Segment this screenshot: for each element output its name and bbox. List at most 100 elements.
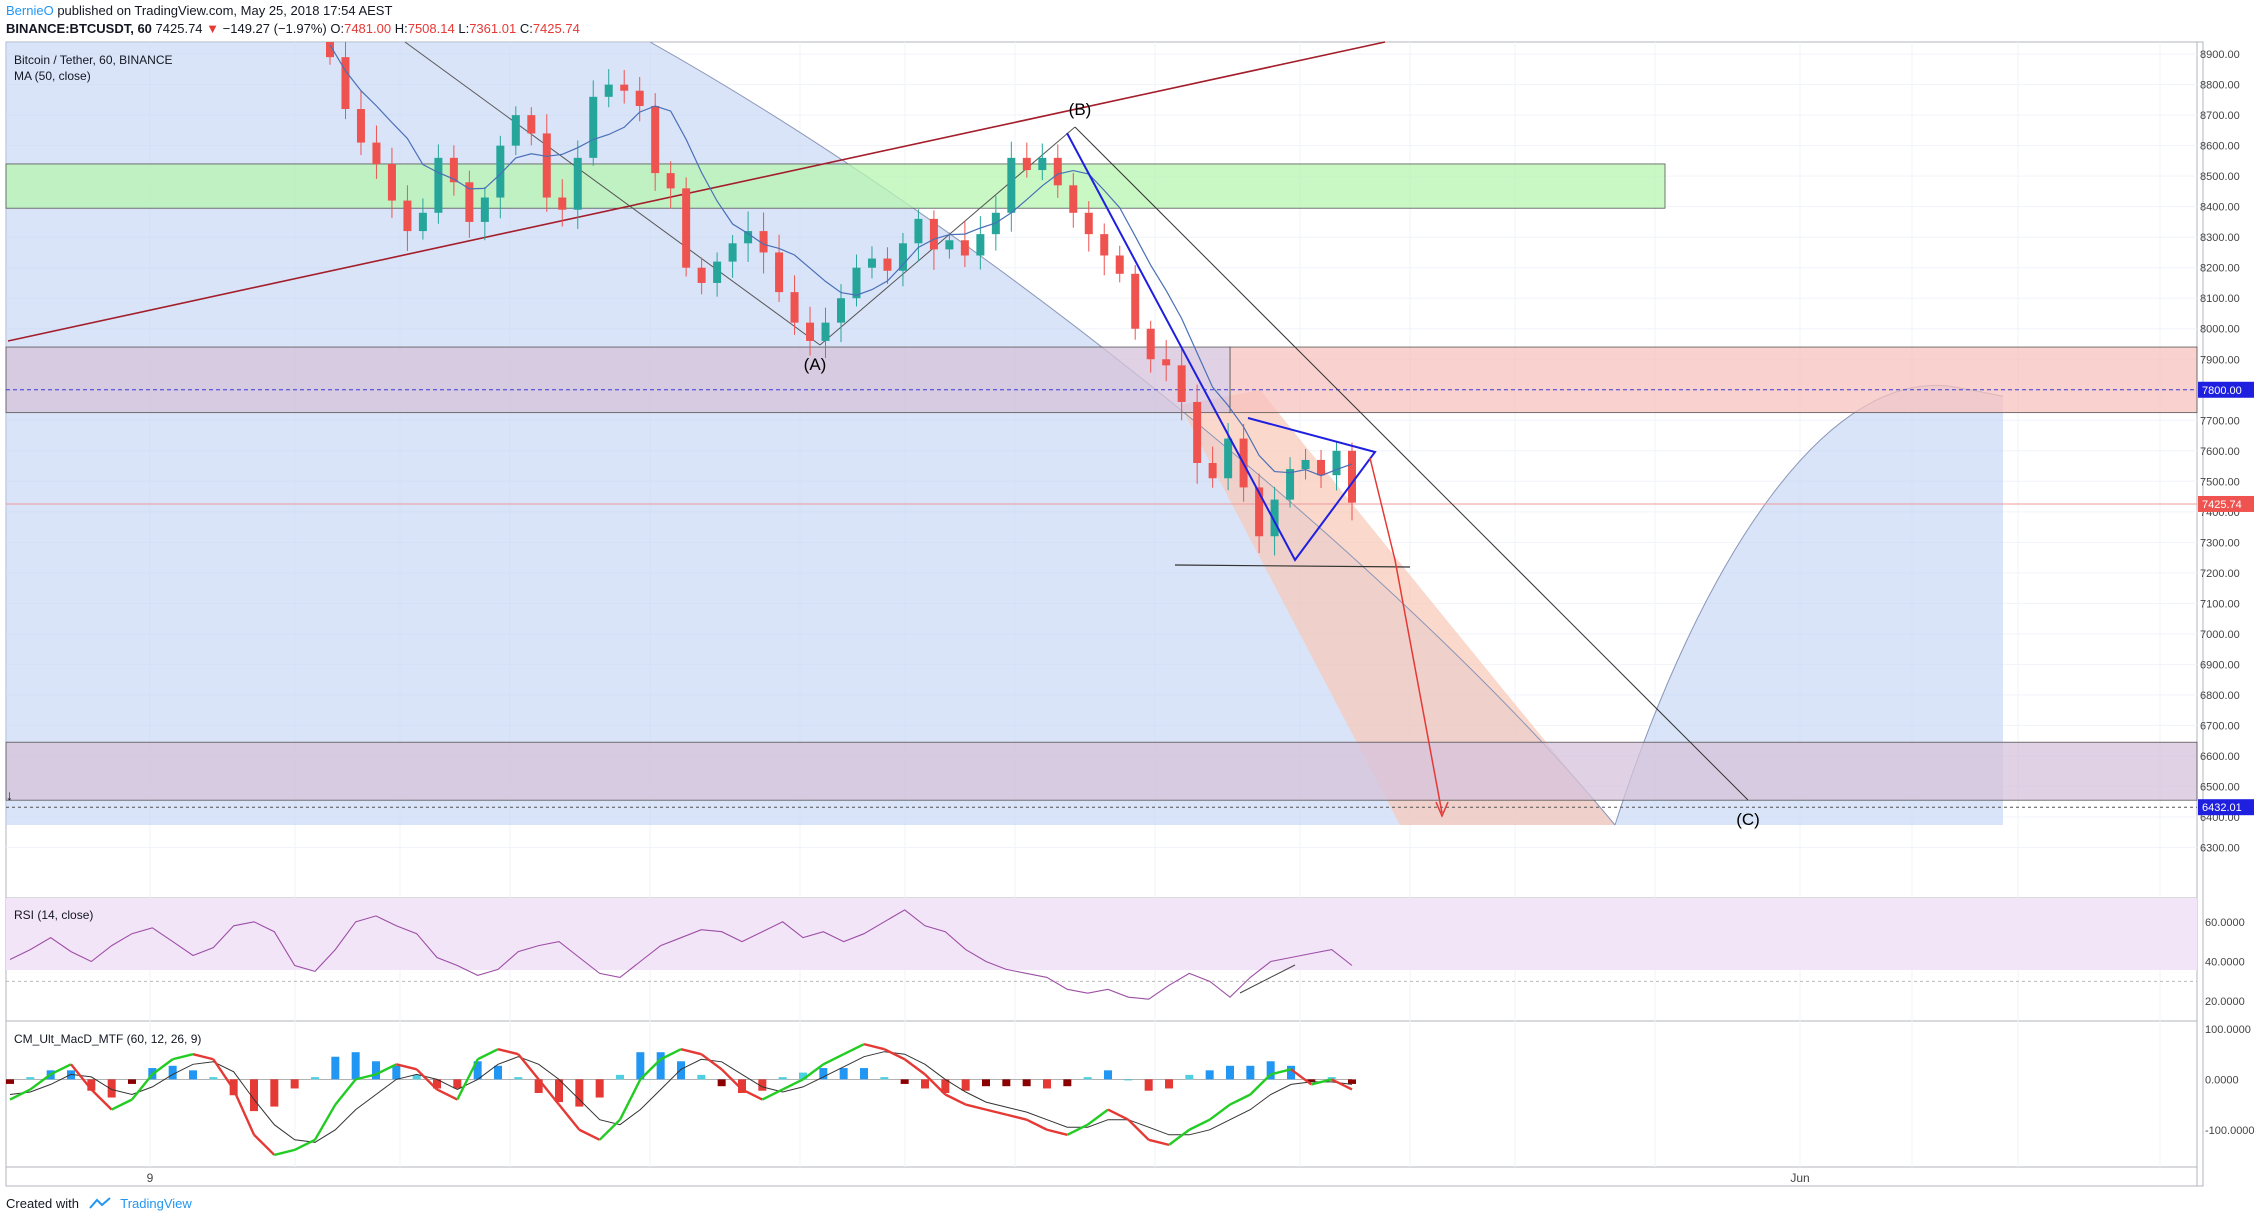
price-tick-label: 8400.00 (2200, 202, 2240, 214)
triangle-pattern (1066, 132, 1377, 562)
macd-histogram-bar (107, 1079, 116, 1098)
candle-body (496, 145, 505, 198)
candle-body (372, 142, 381, 164)
price-tick-label: 6300.00 (2200, 842, 2240, 854)
macd-legend: CM_Ult_MacD_MTF (60, 12, 26, 9) (14, 1032, 201, 1046)
macd-histogram-bar (575, 1079, 584, 1107)
macd-line-segment (843, 1043, 865, 1056)
macd-histogram-bar (331, 1056, 340, 1080)
macd-histogram-bar (941, 1079, 950, 1093)
author-link[interactable]: BernieO (6, 3, 54, 18)
macd-panel: 100.0000 0.0000 -100.0000 (6, 1024, 2255, 1157)
rsi-tick-label: 20.0000 (2205, 996, 2245, 1008)
price-tag-label: 7800.00 (2202, 385, 2242, 397)
macd-line-segment (598, 1118, 621, 1141)
macd-histogram-bar (372, 1061, 380, 1080)
macd-line-segment (172, 1053, 194, 1061)
macd-histogram-bar (921, 1079, 929, 1089)
macd-line-segment (1290, 1068, 1313, 1086)
price-tag-label: 7425.74 (2202, 499, 2242, 511)
price-tick-label: 6700.00 (2200, 720, 2240, 732)
macd-line-segment (741, 1088, 763, 1101)
macd-line-segment (29, 1073, 52, 1091)
candle-body (1270, 499, 1279, 537)
candle-body (945, 240, 954, 250)
macd-line-segment (761, 1088, 784, 1101)
close-label: C: (519, 21, 533, 36)
price-tick-label: 6600.00 (2200, 751, 2240, 763)
macd-line-segment (1188, 1118, 1211, 1131)
candle-body (403, 200, 412, 232)
price-tag-box (2198, 381, 2254, 398)
low-value: 7361.01 (469, 21, 517, 36)
macd-line-segment (1066, 1123, 1089, 1136)
macd-histogram-bar (1063, 1079, 1072, 1087)
rsi-tick-label: 60.0000 (2205, 917, 2245, 929)
macd-histogram-bar (1185, 1074, 1194, 1080)
down-arrow-icon: ↓ (6, 787, 13, 803)
price-tick-label: 6900.00 (2200, 659, 2240, 671)
price-tick-label: 8200.00 (2200, 263, 2240, 275)
price-change: −149.27 (−1.97%) (222, 21, 327, 36)
candle-body (1146, 328, 1155, 360)
macd-line-segment (618, 1078, 642, 1121)
macd-line-segment (131, 1073, 154, 1101)
candle-body (713, 261, 722, 283)
macd-line-segment (477, 1048, 499, 1061)
ma-line (329, 44, 1353, 477)
candle-body (635, 90, 644, 106)
macd-histogram-bar (677, 1061, 685, 1080)
macd-line-segment (1026, 1118, 1048, 1131)
macd-histogram-bar (697, 1074, 706, 1080)
candle-body (1301, 459, 1310, 470)
candle-body (1162, 359, 1171, 366)
symbol-label: BINANCE:BTCUSDT, 60 (6, 21, 152, 36)
macd-line-segment (720, 1068, 743, 1091)
support-line (1174, 564, 1411, 568)
macd-histogram-bar (1144, 1079, 1153, 1091)
price-axis[interactable]: 8900.00 8800.00 8700.00 8600.00 8500.00 8400.… (2198, 49, 2254, 854)
time-axis[interactable]: 9 Jun (147, 1171, 1810, 1185)
price-tick-label: 7900.00 (2200, 354, 2240, 366)
macd-histogram-bar (311, 1077, 319, 1080)
macd-line-segment (212, 1058, 235, 1091)
price-tag-box (2198, 799, 2254, 816)
forecast-arrow (1369, 457, 1443, 814)
macd-line-segment (680, 1048, 702, 1056)
macd-histogram-bar (412, 1074, 421, 1080)
macd-line-segment (944, 1093, 967, 1106)
macd-histogram-bar (738, 1079, 746, 1093)
macd-histogram-bar (514, 1077, 523, 1080)
macd-histogram-bar (636, 1052, 645, 1080)
macd-line-segment (802, 1063, 825, 1081)
macd-tick-label: -100.0000 (2205, 1125, 2255, 1137)
macd-line-segment (415, 1068, 438, 1091)
candle-body (1177, 365, 1186, 402)
macd-line-segment (1127, 1118, 1150, 1141)
low-label: L: (458, 21, 470, 36)
candle-body (682, 188, 691, 268)
macd-line-segment (1046, 1128, 1068, 1136)
tradingview-link[interactable]: TradingView (120, 1196, 192, 1211)
macd-histogram-bar (189, 1070, 197, 1080)
candle-body (806, 322, 815, 341)
candle-body (651, 105, 660, 174)
macd-histogram-bar (1022, 1079, 1031, 1087)
macd-line-segment (965, 1103, 987, 1111)
macd-histogram-bar (392, 1065, 401, 1080)
blue-arc-left (6, 42, 1615, 825)
open-label: O: (330, 21, 345, 36)
candle-body (1317, 459, 1326, 476)
macd-histogram-bar (839, 1068, 848, 1080)
macd-histogram-bar (473, 1061, 482, 1080)
close-value: 7425.74 (532, 21, 580, 36)
macd-histogram-bar (1205, 1070, 1214, 1080)
macd-histogram-bar (717, 1079, 726, 1087)
macd-histogram-bar (494, 1065, 502, 1080)
macd-line-segment (1249, 1073, 1272, 1096)
macd-line-segment (517, 1053, 540, 1081)
time-tick-label: Jun (1790, 1171, 1809, 1185)
macd-line-segment (111, 1098, 133, 1111)
change-down-icon: ▼ (206, 21, 220, 36)
